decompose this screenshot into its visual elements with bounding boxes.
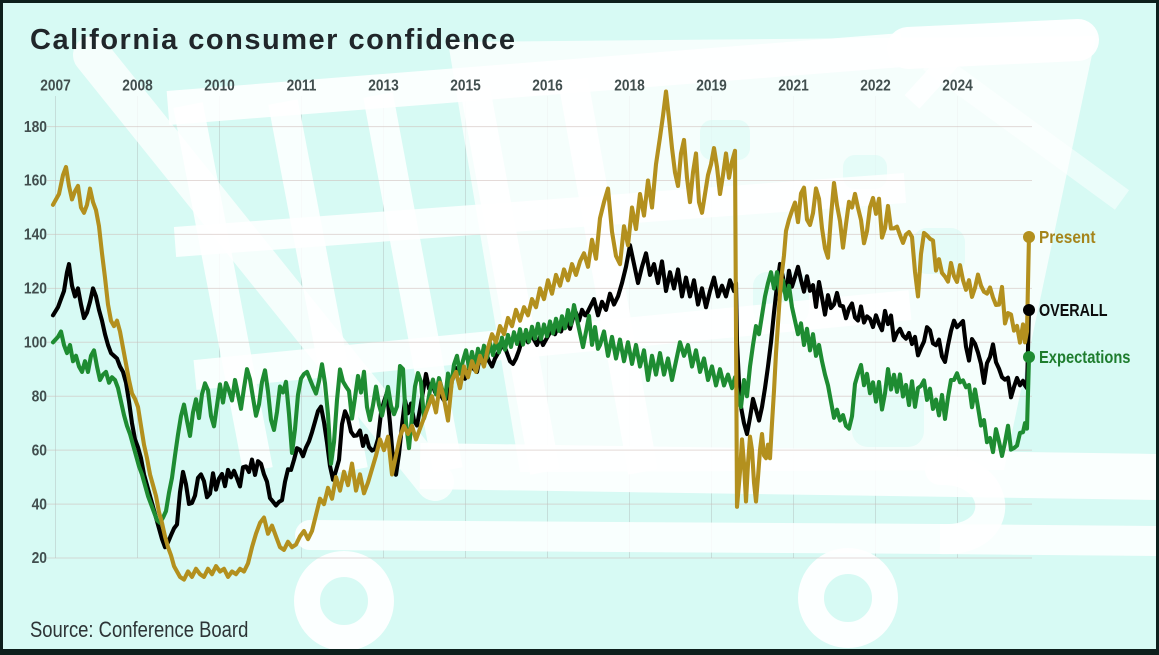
svg-text:40: 40: [32, 497, 47, 514]
svg-text:2007: 2007: [40, 78, 71, 95]
svg-text:2018: 2018: [614, 78, 645, 95]
svg-text:180: 180: [24, 119, 47, 136]
svg-text:California consumer confidence: California consumer confidence: [30, 24, 517, 56]
svg-text:2008: 2008: [122, 78, 153, 95]
svg-text:20: 20: [32, 551, 47, 568]
svg-text:2013: 2013: [368, 78, 399, 95]
svg-text:Expectations: Expectations: [1039, 348, 1130, 367]
svg-text:2024: 2024: [942, 78, 973, 95]
svg-text:2019: 2019: [696, 78, 727, 95]
svg-text:2022: 2022: [860, 78, 891, 95]
svg-text:2021: 2021: [778, 78, 809, 95]
svg-text:100: 100: [24, 335, 47, 352]
svg-text:80: 80: [32, 389, 47, 406]
svg-text:2011: 2011: [287, 78, 317, 95]
svg-text:2010: 2010: [204, 78, 235, 95]
svg-text:Present: Present: [1039, 228, 1096, 247]
svg-text:60: 60: [32, 443, 47, 460]
svg-text:160: 160: [24, 173, 47, 190]
svg-text:OVERALL: OVERALL: [1039, 302, 1108, 321]
svg-text:Source: Conference Board: Source: Conference Board: [30, 617, 248, 642]
svg-text:2016: 2016: [532, 78, 563, 95]
svg-text:140: 140: [24, 227, 47, 244]
svg-text:2015: 2015: [450, 78, 481, 95]
svg-text:120: 120: [24, 281, 47, 298]
